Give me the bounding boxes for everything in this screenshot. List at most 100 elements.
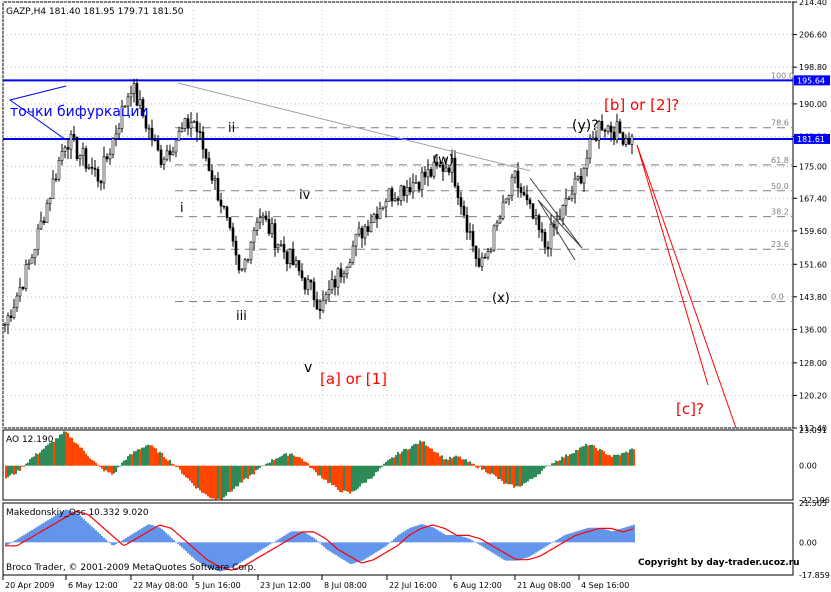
candle-body [156, 139, 160, 151]
ao-bar [489, 465, 491, 475]
mk-bar [187, 542, 189, 554]
mk-bar [167, 534, 169, 543]
ao-bar [491, 465, 493, 474]
ao-bar [299, 457, 301, 466]
ao-bar [109, 465, 111, 473]
mk-bar [623, 527, 625, 543]
ao-bar [403, 449, 405, 466]
mk-bar [593, 527, 595, 543]
mk-bar [383, 542, 385, 548]
mk-bar [553, 541, 555, 543]
ao-bar [597, 450, 599, 466]
mk-bar [205, 542, 207, 567]
mk-bar [209, 542, 211, 569]
ao-bar [35, 453, 37, 466]
ao-bar [497, 465, 499, 480]
candle-body [249, 241, 253, 260]
mk-bar [29, 531, 31, 543]
mk-bar [583, 529, 585, 543]
ao-bar [423, 441, 425, 466]
candle-body [99, 180, 103, 184]
mk-bar [223, 542, 225, 571]
ao-bar [573, 453, 575, 466]
ao-bar [365, 465, 367, 483]
ao-bar [399, 453, 401, 466]
mk-tick-label: 0.00 [799, 538, 817, 547]
ao-bar [187, 465, 189, 479]
ao-bar [331, 465, 333, 486]
mk-bar [377, 542, 379, 552]
mk-bar [519, 542, 521, 560]
ao-bar [49, 442, 51, 466]
wave-i: i [180, 201, 184, 216]
mk-bar [543, 542, 545, 548]
mk-bar [177, 542, 179, 544]
price-axis: 214.40206.60198.80190.00182.20175.00167.… [793, 0, 830, 580]
ao-bar [231, 465, 233, 492]
candle-body [297, 260, 301, 272]
mk-bar [363, 542, 365, 560]
mk-bar [229, 542, 231, 569]
mk-bar [217, 542, 219, 571]
candle-body [114, 133, 118, 139]
ao-bar [287, 455, 289, 466]
candle-body [573, 178, 577, 195]
mk-bar [201, 542, 203, 565]
mk-bar [305, 533, 307, 543]
mk-bar [153, 525, 155, 543]
ao-bar [569, 454, 571, 466]
candle-body [147, 127, 151, 130]
candle-body [123, 105, 127, 108]
price-tick-label: 198.80 [799, 63, 827, 72]
mk-bar [321, 542, 323, 546]
candle-body [270, 223, 274, 234]
mk-bar [493, 542, 495, 554]
ao-bar [29, 459, 31, 466]
price-tag-label: 181.61 [797, 135, 825, 144]
candle-body [240, 268, 244, 271]
candle-body [423, 171, 427, 178]
ao-bar [215, 465, 217, 500]
candle-body [492, 225, 496, 251]
ao-bar [105, 465, 107, 471]
mk-bar [231, 542, 233, 568]
mk-bar [375, 542, 377, 553]
ao-bar [11, 465, 13, 474]
candle-body [366, 226, 370, 232]
mk-bar [307, 534, 309, 543]
candle-body [468, 231, 472, 233]
ao-bar [65, 431, 67, 466]
candle-body [603, 129, 607, 132]
candle-body [144, 115, 148, 129]
mk-bar [535, 542, 537, 553]
mk-bar [529, 542, 531, 557]
candle-body [285, 251, 289, 264]
mk-bar [605, 529, 607, 543]
mk-bar [151, 525, 153, 543]
mk-bar [247, 542, 249, 559]
ao-bar [235, 465, 237, 487]
candle-body [606, 125, 610, 132]
mk-bar [115, 542, 117, 545]
candle-body [477, 258, 481, 267]
candle-body [519, 187, 523, 193]
ao-bar [13, 465, 15, 475]
candle-body [45, 203, 49, 224]
ao-bar [367, 465, 369, 480]
candle-body [600, 120, 604, 131]
mk-bar [343, 542, 345, 561]
ao-tick-label: -22.196 [799, 496, 830, 505]
ao-bar [143, 447, 145, 466]
candle-body [315, 299, 319, 310]
ao-bar [487, 465, 489, 474]
ao-bar [117, 465, 119, 468]
mk-bar [351, 542, 353, 564]
ao-bar [303, 461, 305, 466]
candle-body [486, 251, 490, 258]
mk-bar [549, 542, 551, 545]
ao-bar [183, 465, 185, 476]
candle-body [261, 215, 265, 218]
ao-bar [511, 465, 513, 485]
